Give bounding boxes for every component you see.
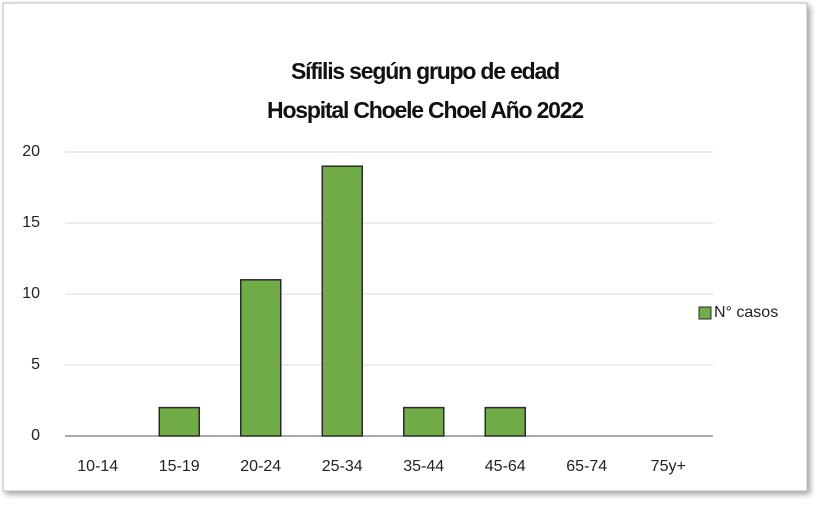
bar	[403, 406, 445, 437]
x-tick-label: 25-34	[322, 458, 363, 475]
bar	[484, 406, 526, 437]
chart-title: Sífilis según grupo de edad	[291, 58, 559, 84]
x-tick-label: 65-74	[566, 458, 607, 475]
bar	[240, 279, 282, 437]
y-tick-label: 5	[31, 356, 40, 373]
y-tick-label: 15	[22, 214, 40, 231]
x-tick-label: 45-64	[485, 458, 526, 475]
chart-title: Hospital Choele Choel Año 2022	[267, 97, 583, 123]
y-tick-label: 0	[31, 427, 40, 444]
x-tick-label: 35-44	[403, 458, 444, 475]
y-tick-label: 20	[22, 143, 40, 160]
x-tick-label: 10-14	[77, 458, 118, 475]
x-tick-label: 75y+	[651, 458, 686, 475]
bar	[158, 406, 200, 437]
legend-swatch	[698, 306, 712, 320]
x-tick-label: 15-19	[159, 458, 200, 475]
bar	[321, 165, 363, 437]
x-tick-label: 20-24	[240, 458, 281, 475]
legend-label: N° casos	[714, 304, 778, 321]
y-tick-label: 10	[22, 285, 40, 302]
